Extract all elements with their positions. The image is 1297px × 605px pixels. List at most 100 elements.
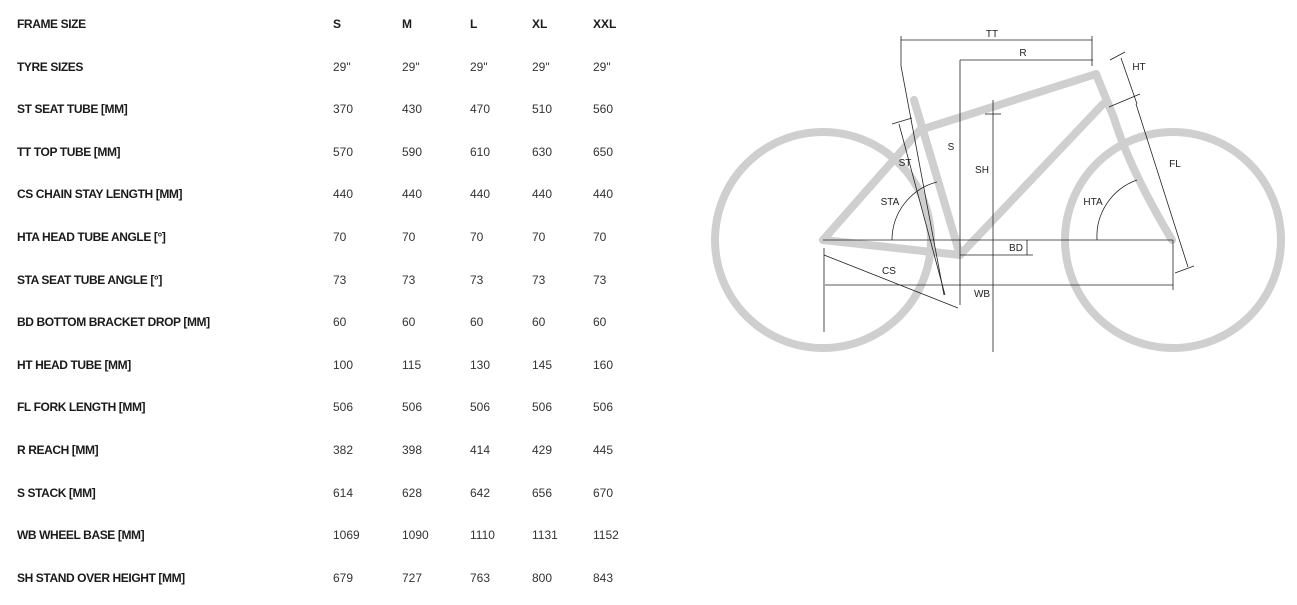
row-value: 727 — [402, 570, 423, 585]
row-value: 590 — [402, 144, 423, 159]
row-value: 29" — [593, 59, 611, 74]
row-value: 70 — [402, 230, 416, 244]
frame — [711, 70, 1285, 352]
table-row: FL FORK LENGTH [MM] 506 506 506 506 506 — [0, 397, 680, 417]
table-header-row: FRAME SIZE S M L XL XXL — [0, 14, 680, 34]
row-value: 763 — [470, 570, 491, 585]
dimension-labels: TT R HT S ST SH FL STA HTA BD CS WB — [881, 29, 1182, 300]
row-value: 1069 — [333, 528, 360, 543]
label-sta: STA — [881, 197, 900, 208]
row-value: 29" — [532, 59, 550, 74]
row-value: 73 — [593, 272, 607, 287]
table-row: HTA HEAD TUBE ANGLE [°] 70 70 70 70 70 — [0, 227, 680, 247]
size-m: M — [402, 17, 412, 31]
row-value: 670 — [593, 485, 614, 500]
table-row: TYRE SIZES 29" 29" 29" 29" 29" — [0, 57, 680, 77]
label-bd: BD — [1009, 243, 1023, 254]
header-label: FRAME SIZE — [17, 17, 86, 31]
row-value: 445 — [593, 443, 614, 457]
row-value: 1131 — [532, 528, 558, 543]
row-value: 370 — [333, 102, 354, 117]
size-s: S — [333, 17, 342, 31]
row-value: 160 — [593, 357, 614, 372]
row-value: 29" — [402, 59, 420, 74]
label-wb: WB — [974, 289, 990, 300]
row-label: TT TOP TUBE [MM] — [17, 144, 121, 159]
row-label: HTA HEAD TUBE ANGLE [°] — [17, 230, 166, 244]
size-xl: XL — [532, 17, 548, 31]
table-row: R REACH [MM] 382 398 414 429 445 — [0, 440, 680, 460]
row-label: SH STAND OVER HEIGHT [MM] — [17, 570, 185, 585]
row-label: FL FORK LENGTH [MM] — [17, 400, 146, 415]
row-value: 60 — [470, 315, 484, 330]
row-value: 656 — [532, 485, 553, 500]
label-s: S — [948, 142, 955, 153]
row-value: 70 — [593, 230, 607, 244]
row-value: 73 — [333, 272, 347, 287]
row-value: 570 — [333, 144, 354, 159]
label-r: R — [1019, 48, 1026, 59]
size-xxl: XXL — [593, 17, 617, 31]
row-value: 29" — [333, 59, 351, 74]
row-value: 60 — [593, 315, 607, 330]
row-value: 70 — [333, 230, 347, 244]
row-value: 70 — [470, 230, 484, 244]
row-value: 100 — [333, 357, 354, 372]
row-value: 630 — [532, 144, 553, 159]
row-label: CS CHAIN STAY LENGTH [MM] — [17, 187, 183, 202]
table-row: HT HEAD TUBE [MM] 100 115 130 145 160 — [0, 355, 680, 375]
seat-stay — [819, 126, 924, 244]
row-value: 642 — [470, 485, 491, 500]
table-row: TT TOP TUBE [MM] 570 590 610 630 650 — [0, 142, 680, 162]
label-tt: TT — [986, 29, 998, 40]
row-value: 73 — [470, 272, 484, 287]
table-row: BD BOTTOM BRACKET DROP [MM] 60 60 60 60 60 — [0, 312, 680, 332]
row-value: 843 — [593, 570, 614, 585]
row-label: WB WHEEL BASE [MM] — [17, 528, 145, 543]
label-sh: SH — [975, 165, 989, 176]
row-label: TYRE SIZES — [17, 59, 84, 74]
row-value: 60 — [402, 315, 416, 330]
row-value: 130 — [470, 357, 491, 372]
label-hta: HTA — [1083, 197, 1103, 208]
row-value: 470 — [470, 102, 491, 117]
row-value: 429 — [532, 443, 553, 457]
row-value: 506 — [333, 400, 354, 415]
row-label: S STACK [MM] — [17, 485, 96, 500]
row-label: HT HEAD TUBE [MM] — [17, 357, 131, 372]
row-value: 382 — [333, 443, 354, 457]
row-value: 679 — [333, 570, 354, 585]
row-value: 414 — [470, 443, 491, 457]
row-value: 1090 — [402, 528, 429, 543]
row-value: 115 — [402, 357, 422, 372]
row-value: 73 — [402, 272, 416, 287]
table-row: STA SEAT TUBE ANGLE [°] 73 73 73 73 73 — [0, 270, 680, 290]
row-label: STA SEAT TUBE ANGLE [°] — [17, 272, 162, 287]
table-row: SH STAND OVER HEIGHT [MM] 679 727 763 800 843 — [0, 568, 680, 588]
row-value: 1110 — [470, 528, 495, 543]
row-value: 1152 — [593, 528, 619, 543]
dimension-lines — [823, 36, 1195, 352]
table-row: ST SEAT TUBE [MM] 370 430 470 510 560 — [0, 99, 680, 119]
label-st: ST — [899, 158, 912, 169]
row-value: 145 — [532, 357, 553, 372]
row-value: 510 — [532, 102, 553, 117]
row-value: 800 — [532, 570, 553, 585]
row-value: 73 — [532, 272, 546, 287]
row-value: 60 — [333, 315, 347, 330]
row-value: 440 — [470, 187, 491, 202]
row-value: 506 — [402, 400, 423, 415]
label-ht: HT — [1132, 62, 1145, 73]
row-value: 560 — [593, 102, 614, 117]
size-l: L — [470, 17, 478, 31]
row-value: 614 — [333, 485, 354, 500]
row-value: 440 — [532, 187, 553, 202]
row-value: 440 — [333, 187, 354, 202]
row-label: BD BOTTOM BRACKET DROP [MM] — [17, 315, 210, 330]
row-value: 60 — [532, 315, 546, 330]
row-value: 398 — [402, 443, 423, 457]
row-value: 506 — [470, 400, 491, 415]
row-label: R REACH [MM] — [17, 443, 99, 457]
top-tube — [916, 70, 1100, 134]
